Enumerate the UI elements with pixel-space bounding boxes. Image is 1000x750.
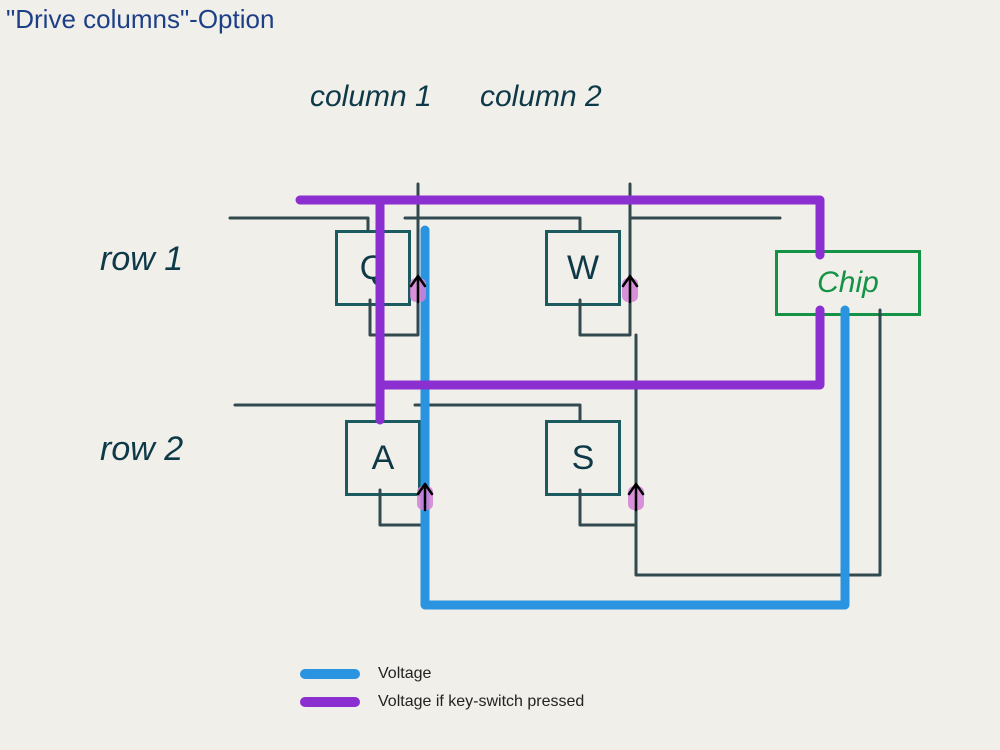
diagram-stage: { "title": { "text": "\"Drive columns\"-… [0, 0, 1000, 750]
diagram-title: "Drive columns"-Option [6, 4, 274, 35]
legend-swatch-pressed [300, 697, 360, 707]
key-a: A [345, 420, 421, 496]
key-a-label: A [372, 439, 395, 478]
label-column-1: column 1 [310, 80, 432, 114]
legend: Voltage Voltage if key-switch pressed [300, 665, 584, 721]
key-s-label: S [572, 439, 595, 478]
legend-row-voltage: Voltage [300, 665, 584, 683]
key-q: Q [335, 230, 411, 306]
key-q-label: Q [360, 249, 386, 288]
legend-label-voltage: Voltage [378, 665, 431, 683]
legend-row-pressed: Voltage if key-switch pressed [300, 693, 584, 711]
label-row-1: row 1 [100, 240, 183, 279]
chip-label: Chip [817, 266, 879, 300]
chip-box: Chip [775, 250, 921, 316]
key-s: S [545, 420, 621, 496]
legend-label-pressed: Voltage if key-switch pressed [378, 693, 584, 711]
key-w: W [545, 230, 621, 306]
legend-swatch-voltage [300, 669, 360, 679]
label-column-2: column 2 [480, 80, 602, 114]
label-row-2: row 2 [100, 430, 183, 469]
key-w-label: W [567, 249, 599, 288]
